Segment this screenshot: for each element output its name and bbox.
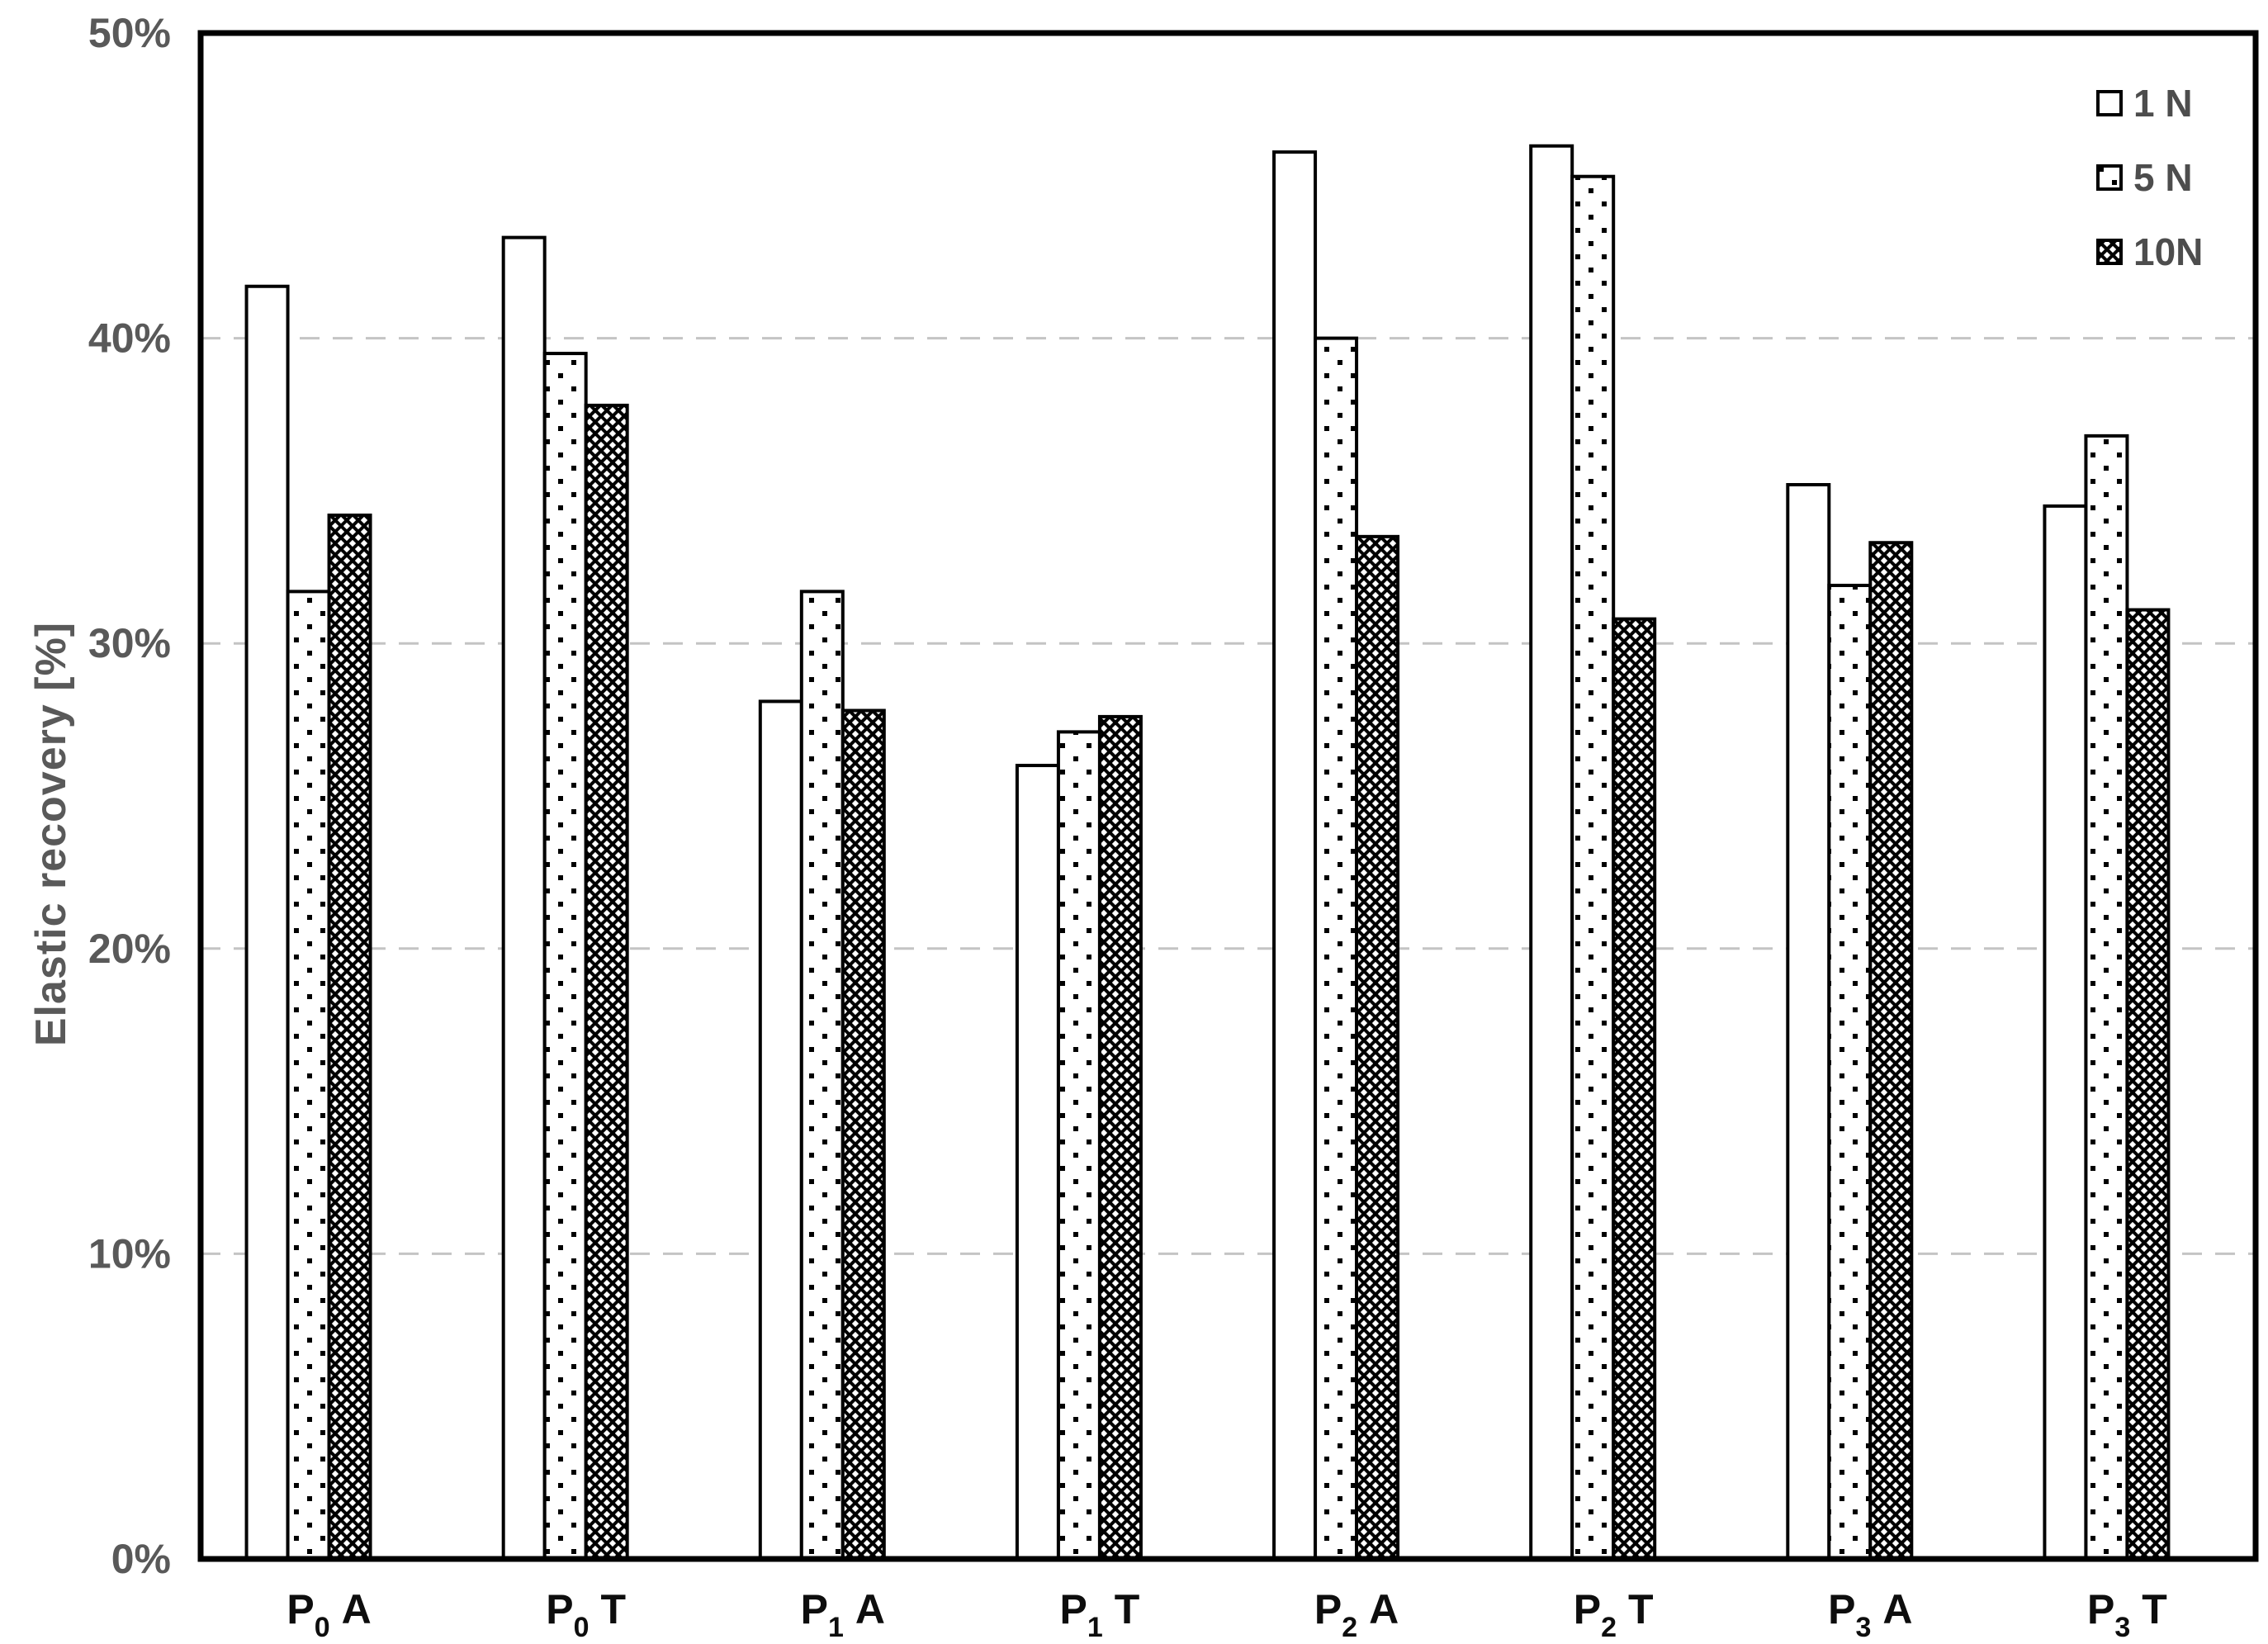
bar-P1T-5N [1056, 730, 1101, 1561]
bar-P2T-5N [1570, 174, 1616, 1561]
bar-P1A-1N [758, 699, 803, 1561]
legend-label-5n: 5 N [2133, 156, 2193, 199]
y-tick-40%: 40% [88, 315, 171, 362]
bar-P3A-5N [1827, 583, 1873, 1561]
x-label-P3A: P3 A [1828, 1586, 1912, 1643]
bar-P3T-10N [2125, 608, 2171, 1561]
x-label-P2T: P2 T [1574, 1586, 1654, 1643]
legend-label-10n: 10N [2133, 230, 2204, 273]
x-label-P0T: P0 T [546, 1586, 626, 1643]
bar-P0T-1N [501, 235, 547, 1561]
legend-swatch-dots-icon [2096, 164, 2123, 191]
bar-P3T-1N [2043, 504, 2088, 1561]
y-tick-0%: 0% [111, 1536, 171, 1582]
legend: 1 N 5 N 10N [2095, 84, 2203, 271]
y-tick-50%: 50% [88, 10, 171, 56]
bar-P3A-10N [1868, 541, 1914, 1561]
legend-item-5n: 5 N [2095, 159, 2203, 197]
plot-frame [197, 30, 2259, 1562]
bar-P2A-5N [1314, 336, 1359, 1561]
y-axis-title: Elastic recovery [%] [27, 621, 75, 1047]
y-axis-tick-labels: 0% 10% 20% 30% 40% 50% [88, 10, 171, 1582]
bar-P0T-10N [584, 403, 629, 1561]
bar-P0A-5N [286, 590, 331, 1561]
bar-P1A-5N [799, 590, 845, 1561]
x-axis-category-labels: P0 A P0 T P1 A P1 T P2 A P2 T P3 A P3 T [286, 1586, 2166, 1643]
y-tick-10%: 10% [88, 1230, 171, 1277]
bar-P2T-10N [1612, 617, 1657, 1561]
legend-label-1n: 1 N [2133, 82, 2193, 125]
x-label-P1T: P1 T [1060, 1586, 1140, 1643]
legend-item-10n: 10N [2095, 233, 2203, 271]
bars [244, 144, 2171, 1561]
y-tick-30%: 30% [88, 620, 171, 666]
bar-P0A-10N [327, 513, 372, 1561]
bar-P1T-10N [1097, 714, 1143, 1561]
y-tick-20%: 20% [88, 926, 171, 972]
x-label-P2A: P2 A [1314, 1586, 1399, 1643]
x-label-P3T: P3 T [2087, 1586, 2167, 1643]
x-label-P1A: P1 A [801, 1586, 885, 1643]
bar-P2T-1N [1529, 144, 1574, 1561]
legend-swatch-crosshatch-icon [2096, 239, 2123, 265]
plot-border [197, 30, 2259, 1562]
legend-item-1n: 1 N [2095, 84, 2203, 122]
x-label-P0A: P0 A [286, 1586, 371, 1643]
bar-P2A-1N [1272, 150, 1318, 1561]
bar-P1T-1N [1015, 764, 1060, 1561]
bar-P2A-10N [1355, 534, 1400, 1561]
bar-P0A-1N [244, 284, 290, 1561]
bar-P3T-5N [2084, 434, 2129, 1561]
bar-P3A-1N [1786, 483, 1831, 1561]
bar-P1A-10N [840, 708, 886, 1561]
bar-P0T-5N [542, 352, 588, 1561]
legend-swatch-plain-icon [2096, 90, 2123, 116]
